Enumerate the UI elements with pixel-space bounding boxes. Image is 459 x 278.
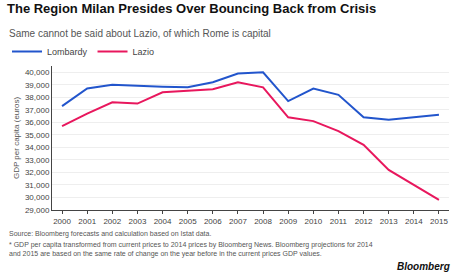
svg-text:2015: 2015 — [430, 217, 448, 226]
svg-text:37,000: 37,000 — [25, 106, 50, 115]
svg-text:2012: 2012 — [355, 217, 373, 226]
svg-text:32,000: 32,000 — [25, 168, 50, 177]
svg-text:2002: 2002 — [103, 217, 121, 226]
svg-text:35,000: 35,000 — [25, 131, 50, 140]
svg-text:2009: 2009 — [279, 217, 297, 226]
svg-text:31,000: 31,000 — [25, 181, 50, 190]
svg-text:2006: 2006 — [204, 217, 222, 226]
svg-text:Source: Bloomberg forecasts an: Source: Bloomberg forecasts and calculat… — [9, 230, 211, 238]
svg-text:2010: 2010 — [304, 217, 322, 226]
svg-text:2013: 2013 — [380, 217, 398, 226]
svg-text:33,000: 33,000 — [25, 156, 50, 165]
svg-text:Bloomberg: Bloomberg — [397, 261, 450, 272]
svg-text:2007: 2007 — [229, 217, 247, 226]
svg-text:2000: 2000 — [53, 217, 71, 226]
svg-text:2004: 2004 — [154, 217, 172, 226]
svg-text:2011: 2011 — [330, 217, 348, 226]
svg-text:30,000: 30,000 — [25, 193, 50, 202]
svg-text:39,000: 39,000 — [25, 81, 50, 90]
svg-text:Lazio: Lazio — [133, 47, 155, 57]
svg-text:38,000: 38,000 — [25, 93, 50, 102]
svg-text:2001: 2001 — [78, 217, 96, 226]
svg-text:The Region Milan Presides Over: The Region Milan Presides Over Bouncing … — [7, 1, 376, 16]
svg-text:GDP per capita (euros): GDP per capita (euros) — [12, 97, 21, 179]
svg-text:* GDP per capita transformed f: * GDP per capita transformed from curren… — [9, 241, 373, 258]
svg-text:40,000: 40,000 — [25, 68, 50, 77]
svg-text:34,000: 34,000 — [25, 143, 50, 152]
svg-text:2008: 2008 — [254, 217, 272, 226]
svg-text:36,000: 36,000 — [25, 118, 50, 127]
svg-text:2005: 2005 — [179, 217, 197, 226]
svg-text:2014: 2014 — [405, 217, 423, 226]
svg-text:2003: 2003 — [129, 217, 147, 226]
svg-text:Lombardy: Lombardy — [47, 47, 88, 57]
svg-text:Same cannot be said about Lazi: Same cannot be said about Lazio, of whic… — [9, 28, 271, 39]
svg-text:29,000: 29,000 — [25, 206, 50, 215]
